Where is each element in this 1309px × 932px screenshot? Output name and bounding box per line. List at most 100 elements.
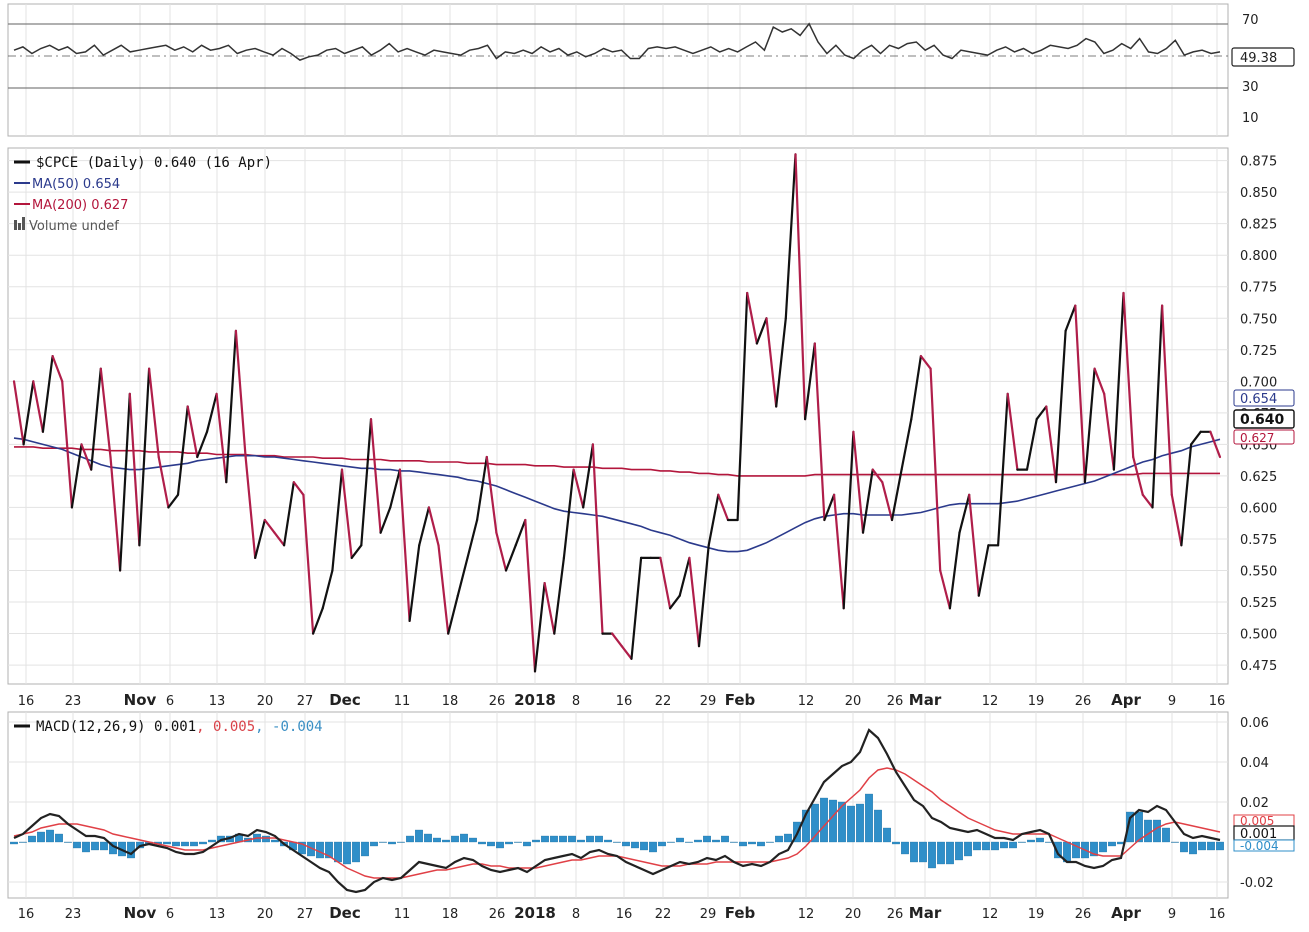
- rsi-panel: 70 30 10 49.38: [7, 3, 1295, 137]
- rsi-tick-30: 30: [1242, 80, 1259, 95]
- histogram-bar: [1144, 819, 1152, 843]
- price-segment: [1151, 304, 1164, 509]
- legend-ma200: MA(200) 0.627: [32, 198, 128, 213]
- x-tick-label: 16: [18, 907, 35, 922]
- histogram-bar: [1108, 841, 1116, 847]
- x-tick-label: 16: [616, 694, 633, 709]
- price-frame: [7, 147, 1229, 685]
- histogram-bar: [865, 793, 873, 843]
- histogram-bar: [1099, 841, 1107, 853]
- price-line: [12, 153, 1222, 673]
- price-segment: [215, 392, 228, 484]
- histogram-bar: [28, 835, 36, 843]
- histogram-bar: [397, 841, 405, 843]
- price-segment: [697, 544, 710, 648]
- price-segment: [254, 518, 266, 560]
- price-segment: [1083, 367, 1096, 484]
- x-tick-label: 13: [209, 907, 226, 922]
- macd-y-tick: 0.04: [1240, 756, 1269, 771]
- price-segment: [852, 430, 865, 534]
- price-segment: [186, 405, 199, 459]
- ma200-line: [14, 446, 1220, 477]
- price-segment: [775, 317, 787, 408]
- price-segment: [263, 518, 276, 534]
- histogram-bar: [451, 835, 459, 843]
- price-segment: [418, 506, 430, 547]
- ma50-line: [13, 437, 1221, 553]
- rsi-line: [13, 22, 1221, 61]
- x-tick-label: 18: [442, 907, 459, 922]
- histogram-bar: [100, 841, 108, 851]
- price-segment: [1189, 430, 1202, 446]
- price-segment: [1141, 493, 1154, 509]
- legend-cpce: $CPCE (Daily) 0.640 (16 Apr): [36, 155, 272, 171]
- histogram-bar: [631, 841, 639, 849]
- histogram-bar: [1018, 841, 1026, 843]
- histogram-bar: [595, 835, 603, 843]
- volume-bars-icon: [14, 217, 25, 230]
- price-y-tick: 0.850: [1240, 186, 1277, 201]
- price-segment: [234, 329, 247, 459]
- price-y-tick: 0.475: [1240, 659, 1277, 674]
- x-tick-label: 22: [655, 694, 672, 709]
- histogram-bar: [667, 841, 675, 843]
- x-tick-label: Feb: [725, 691, 756, 709]
- histogram-bar: [496, 841, 504, 849]
- x-tick-label: Nov: [124, 691, 157, 709]
- x-tick-label: Mar: [909, 904, 942, 922]
- legend-volume: Volume undef: [29, 219, 119, 234]
- ma50-end-label: 0.654: [1240, 392, 1277, 407]
- price-segment: [118, 392, 131, 572]
- price-y-tick: 0.825: [1240, 218, 1277, 233]
- price-segment: [755, 317, 768, 345]
- histogram-bar: [1009, 841, 1017, 849]
- histogram-bar: [955, 841, 963, 861]
- histogram-bar: [964, 841, 972, 857]
- histogram-bar: [163, 841, 171, 845]
- price-segment: [1170, 493, 1183, 547]
- histogram-bar: [856, 803, 864, 843]
- histogram-bar: [343, 841, 351, 865]
- histogram-bar: [1216, 841, 1224, 851]
- histogram-bar: [181, 841, 189, 847]
- price-segment: [61, 380, 74, 509]
- x-tick-label: 29: [700, 694, 717, 709]
- histogram-bar: [1036, 837, 1044, 843]
- price-segment: [456, 556, 469, 597]
- histogram-bar: [442, 839, 450, 843]
- x-tick-label: Nov: [124, 904, 157, 922]
- price-segment: [910, 355, 923, 421]
- histogram-bar: [658, 841, 666, 847]
- histogram-bar: [37, 831, 45, 843]
- price-segment: [842, 430, 855, 610]
- histogram-bar: [271, 839, 279, 843]
- histogram-bar: [46, 829, 54, 843]
- price-segment: [99, 367, 112, 459]
- histogram-bar: [874, 809, 882, 843]
- price-y-tick: 0.500: [1240, 628, 1277, 643]
- histogram-bar: [190, 841, 198, 847]
- price-y-tick: 0.700: [1240, 375, 1277, 390]
- macd-frame: [7, 711, 1229, 899]
- price-segment: [312, 607, 324, 635]
- price-segment: [205, 392, 218, 433]
- histogram-bar: [1054, 841, 1062, 859]
- price-segment: [1160, 304, 1173, 496]
- histogram-bar: [739, 841, 747, 847]
- price-segment: [765, 317, 778, 408]
- price-segment: [591, 443, 604, 635]
- price-segment: [929, 367, 942, 572]
- ma50-end-box: [1233, 389, 1295, 407]
- price-segment: [80, 443, 93, 471]
- price-y-tick: 0.575: [1240, 533, 1277, 548]
- price-segment: [51, 355, 64, 383]
- price-segment: [1064, 304, 1077, 332]
- price-segment: [823, 493, 836, 522]
- x-tick-label: 8: [572, 694, 580, 709]
- histogram-bar: [559, 835, 567, 843]
- price-segment: [707, 493, 720, 547]
- histogram-bar: [901, 841, 909, 855]
- histogram-bar: [1153, 819, 1161, 843]
- histogram-bar: [541, 835, 549, 843]
- histogram-bar: [1162, 827, 1170, 843]
